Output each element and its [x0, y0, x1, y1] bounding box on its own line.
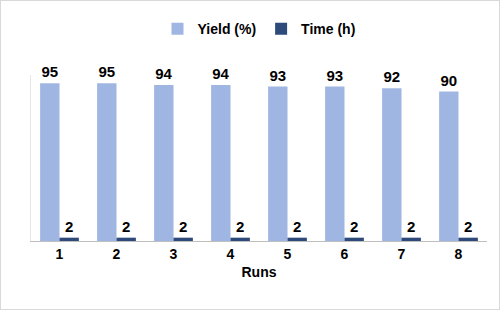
svg-text:2: 2: [464, 218, 472, 235]
svg-text:94: 94: [155, 65, 172, 82]
svg-text:Time (h): Time (h): [301, 21, 355, 37]
svg-text:2: 2: [350, 218, 358, 235]
svg-text:93: 93: [326, 67, 343, 84]
svg-text:2: 2: [113, 246, 121, 262]
svg-text:2: 2: [122, 218, 130, 235]
svg-text:2: 2: [293, 218, 301, 235]
svg-text:95: 95: [41, 63, 58, 80]
svg-text:4: 4: [227, 246, 235, 262]
svg-text:8: 8: [455, 246, 463, 262]
svg-text:Yield (%): Yield (%): [198, 21, 257, 37]
svg-text:Runs: Runs: [242, 264, 277, 280]
svg-text:6: 6: [341, 246, 349, 262]
svg-text:93: 93: [269, 67, 286, 84]
svg-text:94: 94: [212, 65, 229, 82]
svg-text:95: 95: [98, 63, 115, 80]
svg-text:3: 3: [170, 246, 178, 262]
svg-text:2: 2: [407, 218, 415, 235]
svg-text:2: 2: [65, 218, 73, 235]
svg-text:2: 2: [236, 218, 244, 235]
svg-text:90: 90: [440, 72, 457, 89]
svg-text:1: 1: [56, 246, 64, 262]
svg-text:5: 5: [284, 246, 292, 262]
svg-text:2: 2: [179, 218, 187, 235]
svg-text:7: 7: [398, 246, 406, 262]
svg-text:92: 92: [383, 68, 400, 85]
